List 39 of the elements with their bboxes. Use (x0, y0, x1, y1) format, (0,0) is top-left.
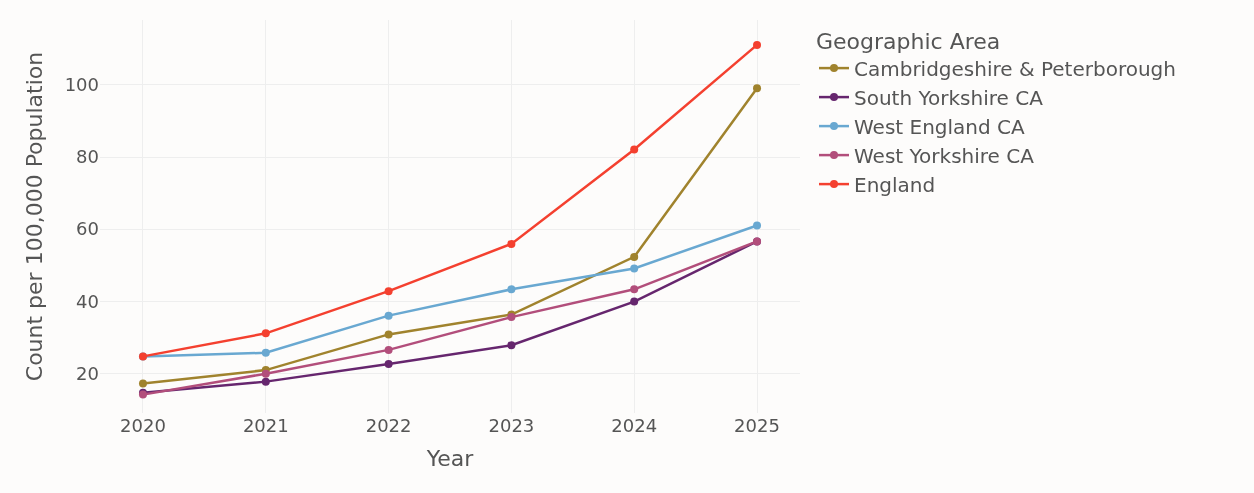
point (384, 287, 393, 296)
legend-label: Cambridgeshire & Peterborough (854, 56, 1176, 81)
point (753, 221, 762, 230)
point (753, 40, 762, 49)
y-tick-label: 100 (64, 74, 99, 96)
legend-title: Geographic Area (816, 28, 1001, 54)
point (630, 264, 639, 273)
x-tick-label: 2022 (365, 415, 412, 436)
legend-label: West Yorkshire CA (854, 143, 1035, 168)
x-tick-label: 2025 (734, 415, 780, 436)
point (630, 285, 639, 294)
y-tick-label: 40 (76, 290, 99, 312)
y-tick-label: 80 (76, 146, 99, 168)
point (630, 252, 639, 261)
point (507, 341, 516, 350)
point (384, 359, 393, 368)
point (507, 239, 516, 248)
x-axis-title: Year (425, 445, 475, 471)
x-tick-label: 2024 (611, 415, 658, 436)
y-axis-title: Count per 100,000 Population (22, 51, 48, 382)
legend-label: South Yorkshire CA (854, 85, 1044, 110)
x-tick-label: 2021 (242, 415, 289, 436)
point (384, 311, 393, 320)
point (384, 330, 393, 339)
point (630, 297, 639, 306)
point (261, 348, 270, 357)
point (384, 345, 393, 354)
y-tick-label: 60 (76, 218, 99, 240)
point (630, 145, 639, 154)
point (507, 285, 516, 294)
legend-label: West England CA (854, 114, 1026, 139)
x-tick-label: 2020 (120, 415, 166, 436)
point (261, 377, 270, 386)
legend-label: England (854, 172, 936, 197)
y-tick-label: 20 (76, 362, 99, 384)
x-tick-label: 2023 (488, 415, 535, 436)
point (138, 379, 147, 388)
point (261, 329, 270, 338)
point (753, 84, 762, 93)
